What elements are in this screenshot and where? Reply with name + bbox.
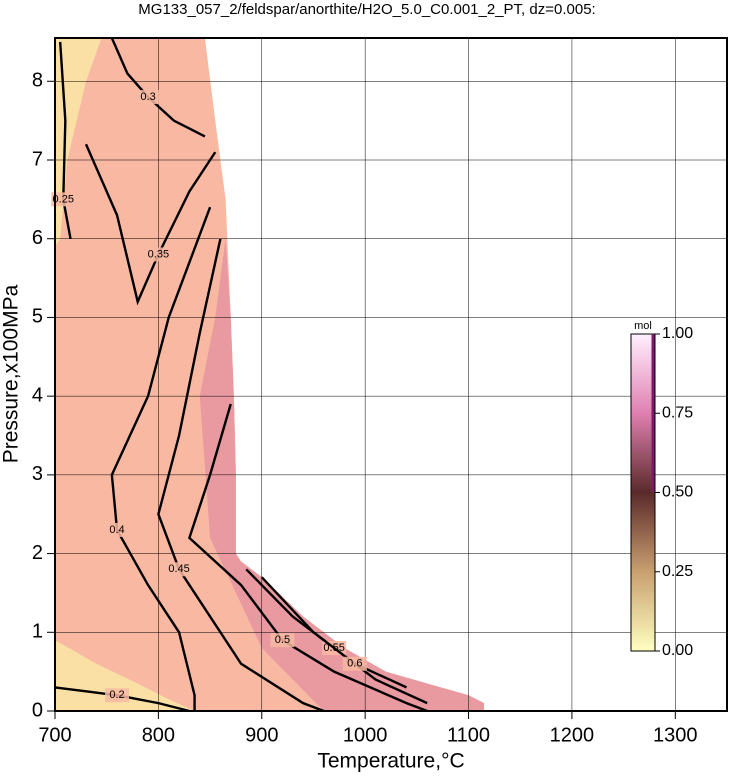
contour-label-bg (270, 633, 295, 648)
contour-label: 0.2 (109, 689, 124, 701)
contour-label: 0.6 (347, 658, 362, 670)
y-tick-label: 0 (32, 699, 43, 721)
colorbar-tick-label: 0.50 (662, 484, 693, 501)
y-tick-label: 7 (32, 148, 43, 170)
contour-label-bg (136, 90, 161, 105)
y-tick-label: 8 (32, 70, 43, 92)
colorbar-tick-label: 1.00 (662, 325, 693, 342)
contour-label: 0.25 (53, 193, 74, 205)
y-tick-label: 3 (32, 463, 43, 485)
y-axis-label: Pressure,x100MPa (0, 284, 23, 463)
contour-line (58, 41, 72, 239)
x-tick-label: 700 (38, 724, 71, 746)
axes: 700 800 900 1000 1100 1200 1300 0 1 2 3 4 5 6 7 8 (32, 37, 728, 746)
contour-label: 0.3 (140, 91, 155, 103)
field-region (55, 38, 102, 247)
y-tick-label: 1 (32, 621, 43, 643)
x-tick-label: 900 (245, 724, 278, 746)
contours: 0.20.250.30.350.40.450.50.550.6 (51, 37, 428, 713)
colorbar (630, 333, 656, 652)
contour-label: 0.5 (275, 634, 290, 646)
contour-label-bg (146, 247, 171, 262)
contour-label-bg (51, 192, 76, 207)
x-axis-label: Temperature,°C (317, 750, 464, 773)
x-tick-label: 1100 (447, 724, 490, 746)
contour-label: 0.45 (168, 563, 189, 575)
x-tick-label: 1300 (653, 724, 698, 746)
contour-line (260, 576, 408, 689)
y-tick-label: 2 (32, 542, 43, 564)
y-tick-label: 6 (32, 227, 43, 249)
contour-line (84, 143, 217, 306)
field-region (55, 640, 195, 711)
contour-label: 0.35 (148, 248, 169, 260)
plot-frame (54, 37, 728, 712)
contour-label: 0.4 (109, 524, 124, 536)
regions (55, 38, 485, 711)
contour-label-bg (167, 562, 192, 577)
contour-label-bg (342, 656, 367, 671)
x-tick-label: 1000 (343, 724, 388, 746)
y-tick-label: 5 (32, 306, 43, 328)
colorbar-tick-label: 0.25 (662, 563, 693, 580)
chart-title: MG133_057_2/feldspar/anorthite/H2O_5.0_C… (138, 1, 595, 18)
contour-label-bg (105, 522, 130, 537)
contour-line (188, 403, 428, 713)
x-tick-label: 1200 (550, 724, 595, 746)
colorbar-label: mol (634, 320, 652, 332)
field-region (55, 38, 485, 711)
contour-label-bg (105, 688, 130, 703)
y-tick-label: 4 (32, 384, 43, 406)
grid (54, 38, 727, 712)
colorbar-tick-label: 0.75 (662, 404, 693, 421)
colorbar-tick-label: 0.00 (662, 642, 693, 659)
x-tick-label: 800 (142, 724, 175, 746)
